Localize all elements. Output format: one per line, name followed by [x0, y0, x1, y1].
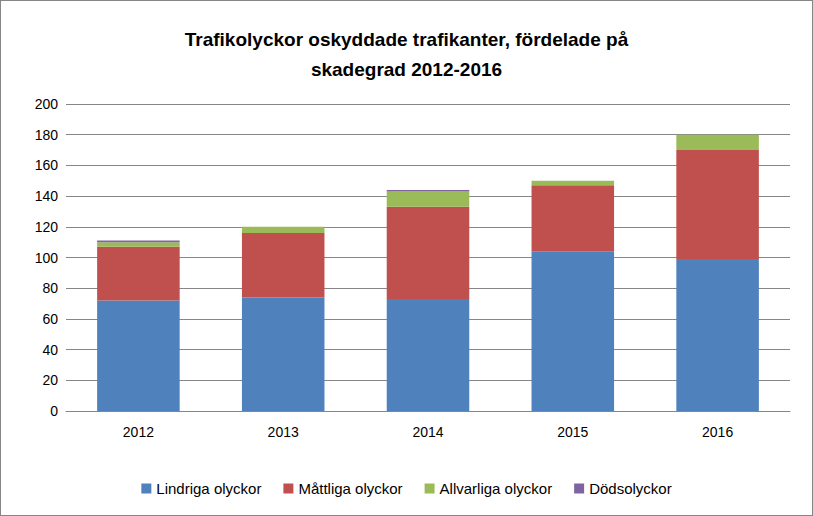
svg-text:skadegrad 2012-2016: skadegrad 2012-2016: [311, 59, 502, 80]
svg-text:120: 120: [35, 219, 59, 235]
svg-text:Lindriga olyckor: Lindriga olyckor: [156, 480, 261, 497]
svg-text:80: 80: [42, 280, 58, 296]
svg-text:2014: 2014: [412, 424, 443, 440]
svg-text:Trafikolyckor oskyddade trafik: Trafikolyckor oskyddade trafikanter, för…: [185, 29, 629, 50]
svg-text:200: 200: [35, 96, 59, 112]
svg-text:100: 100: [35, 250, 59, 266]
svg-text:2016: 2016: [702, 424, 733, 440]
svg-text:0: 0: [50, 403, 58, 419]
svg-text:2012: 2012: [123, 424, 154, 440]
svg-text:Allvarliga olyckor: Allvarliga olyckor: [440, 480, 553, 497]
svg-text:140: 140: [35, 188, 59, 204]
svg-text:Måttliga olyckor: Måttliga olyckor: [298, 480, 402, 497]
svg-text:Dödsolyckor: Dödsolyckor: [589, 480, 672, 497]
svg-text:40: 40: [42, 342, 58, 358]
svg-text:2015: 2015: [557, 424, 588, 440]
svg-text:20: 20: [42, 372, 58, 388]
svg-text:160: 160: [35, 157, 59, 173]
svg-text:60: 60: [42, 311, 58, 327]
svg-text:2013: 2013: [268, 424, 299, 440]
svg-text:180: 180: [35, 127, 59, 143]
